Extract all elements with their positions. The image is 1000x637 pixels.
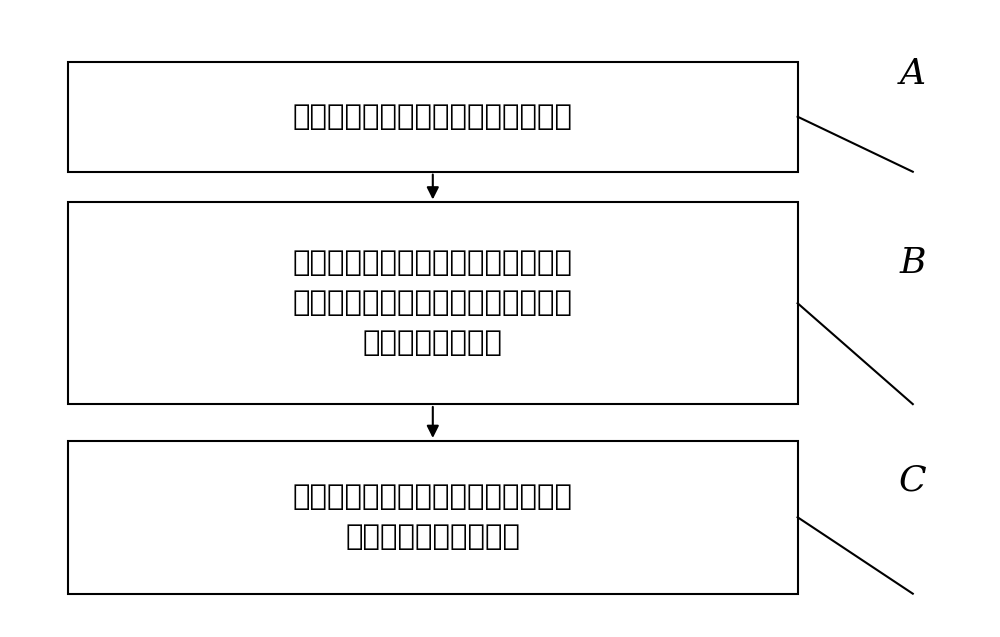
Text: 增强型功率基准值: 增强型功率基准值: [363, 329, 503, 357]
Text: A: A: [900, 57, 926, 91]
FancyBboxPatch shape: [68, 441, 798, 594]
FancyBboxPatch shape: [68, 203, 798, 404]
Text: 采用增强型功率基准值控制微小区服: 采用增强型功率基准值控制微小区服: [293, 483, 573, 512]
Text: 务用户设备的发射功率: 务用户设备的发射功率: [345, 523, 520, 551]
Text: 设定用户设备的功率基准值的上界值: 设定用户设备的功率基准值的上界值: [293, 103, 573, 131]
Text: C: C: [899, 464, 927, 497]
Text: 功率基准值的上界值设定用户设备的: 功率基准值的上界值设定用户设备的: [293, 289, 573, 317]
Text: B: B: [900, 247, 926, 280]
Text: 根据传统的功率基准值以及新得到的: 根据传统的功率基准值以及新得到的: [293, 250, 573, 278]
FancyBboxPatch shape: [68, 62, 798, 172]
